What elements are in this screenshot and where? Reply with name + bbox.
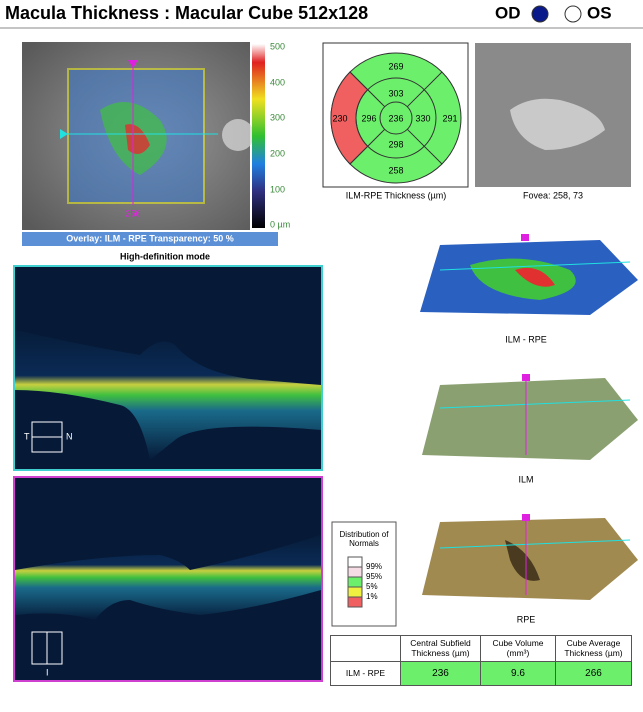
optic-disc (222, 119, 254, 151)
slice-number: 256 (125, 208, 140, 218)
map-region (470, 258, 576, 300)
os-label: OS (587, 3, 612, 22)
table-header: Central Subfield Thickness (µm) (400, 635, 481, 662)
table-header: Cube Volume (mm³) (480, 635, 556, 662)
legend-swatch (347, 566, 363, 578)
etdrs-value: 236 (388, 113, 403, 123)
etdrs-value: 296 (361, 113, 376, 123)
etdrs-caption: ILM-RPE Thickness (µm) (346, 190, 447, 200)
legend-swatch (347, 596, 363, 608)
etdrs-value: 230 (332, 113, 347, 123)
map-line (439, 399, 631, 409)
map-label: ILM (518, 474, 533, 484)
table-corner (330, 635, 401, 662)
map-label: RPE (517, 614, 536, 624)
scan-marker (60, 129, 68, 139)
od-radio[interactable] (531, 5, 549, 23)
legend-swatch (347, 556, 363, 568)
legend-item: 1% (366, 592, 378, 601)
scale-label: 200 (270, 148, 285, 158)
scale-label: 300 (270, 112, 285, 122)
retina-layers (15, 535, 321, 620)
scale-label: 0 µm (270, 219, 290, 229)
map-label: ILM - RPE (505, 334, 547, 344)
etdrs-value: 258 (388, 165, 403, 175)
legend-title: Distribution of Normals (339, 529, 389, 548)
map-marker (522, 374, 530, 381)
legend-item: 95% (366, 572, 382, 581)
overlay-caption: Overlay: ILM - RPE Transparency: 50 % (66, 233, 234, 243)
legend-swatch (347, 576, 363, 588)
mode-label: High-definition mode (120, 251, 210, 261)
legend-item: 99% (366, 562, 382, 571)
os-radio[interactable] (564, 5, 582, 23)
map-marker (522, 514, 530, 521)
etdrs-center (379, 101, 413, 135)
map-peak (515, 267, 555, 287)
etdrs-divider (406, 71, 443, 108)
table-cell: 266 (555, 661, 632, 686)
map-marker (521, 234, 529, 241)
orientation-i: I (46, 667, 49, 677)
etdrs-inner (355, 77, 437, 159)
scale-label: 400 (270, 77, 285, 87)
etdrs-value: 291 (442, 113, 457, 123)
etdrs-divider (406, 128, 443, 165)
color-scale (252, 44, 265, 228)
scan-marker (128, 60, 138, 68)
etdrs-value: 269 (388, 61, 403, 71)
od-label: OD (495, 3, 521, 22)
table-row-label: ILM - RPE (330, 661, 401, 686)
table-header: Cube Average Thickness (µm) (555, 635, 632, 662)
legend-box (331, 521, 397, 627)
map-ilm (422, 378, 638, 460)
map-rpe (422, 518, 638, 600)
scale-label: 100 (270, 184, 285, 194)
overlay-caption-bar (22, 232, 278, 246)
etdrs-divider (349, 71, 386, 108)
legend-item: 5% (366, 582, 378, 591)
etdrs-value: 303 (388, 88, 403, 98)
legend-swatch (347, 586, 363, 598)
orientation-n: N (66, 431, 73, 441)
overlay-peak (125, 124, 150, 154)
scale-label: 500 (270, 41, 285, 51)
table-cell: 236 (400, 661, 481, 686)
map-line (439, 539, 631, 549)
fovea-caption: Fovea: 258, 73 (523, 190, 583, 200)
retina-layers (15, 330, 321, 460)
map-line (439, 261, 631, 271)
etdrs-value: 330 (415, 113, 430, 123)
orientation-t: T (24, 431, 30, 441)
etdrs-divider (349, 128, 386, 165)
fovea-lesion (510, 98, 605, 150)
map-depression (505, 540, 540, 581)
etdrs-value: 298 (388, 139, 403, 149)
table-cell: 9.6 (480, 661, 556, 686)
title: Macula Thickness : Macular Cube 512x128 (5, 3, 368, 23)
